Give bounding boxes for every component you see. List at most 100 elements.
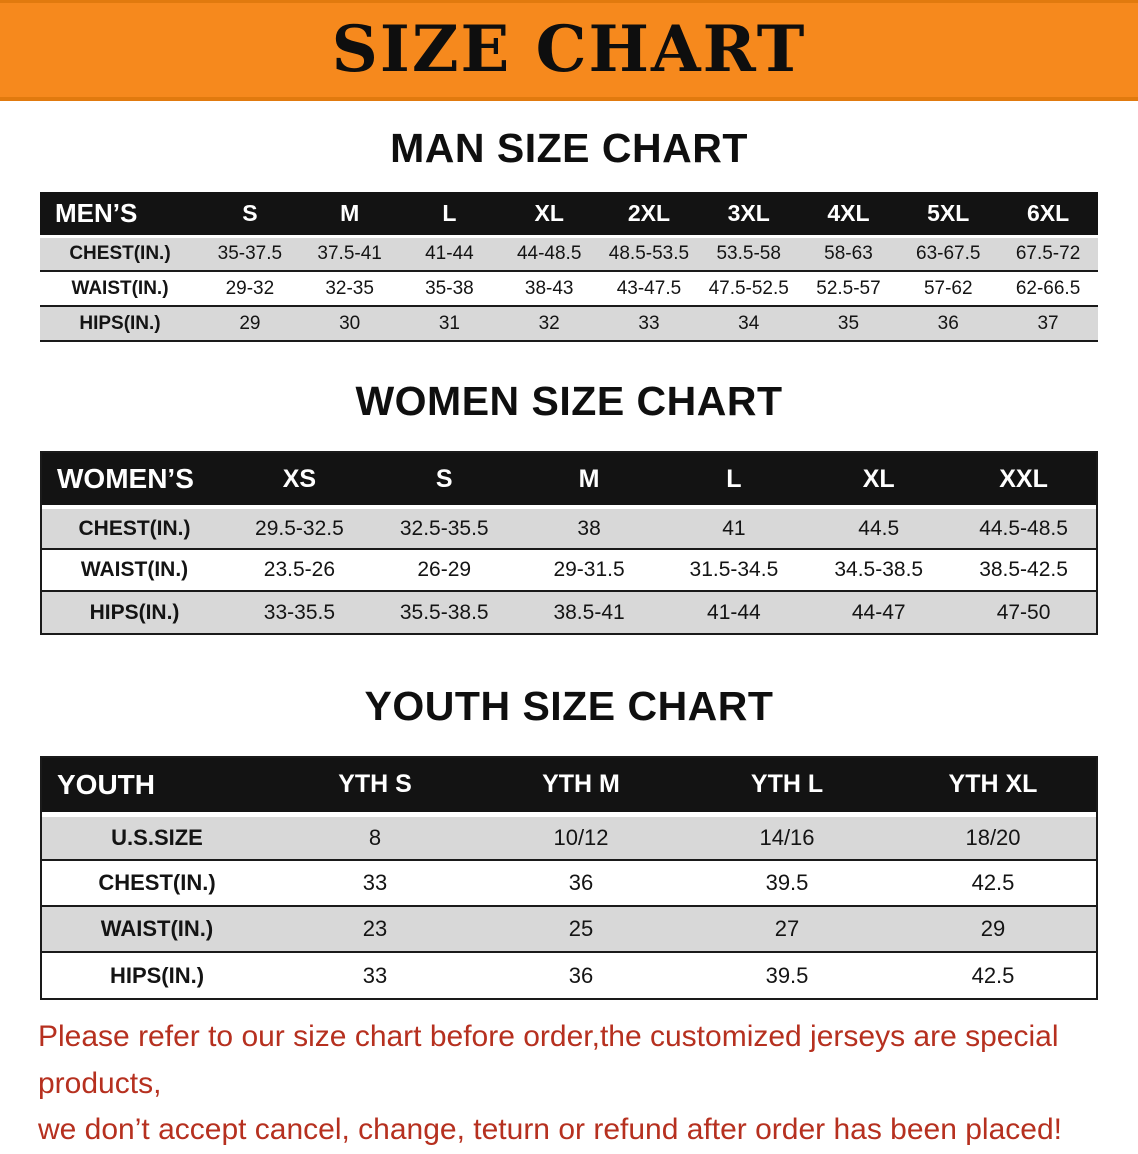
size-cell: 38.5-42.5 — [951, 548, 1096, 591]
size-cell: 44.5-48.5 — [951, 505, 1096, 549]
size-cell: 58-63 — [798, 234, 899, 271]
youth-ussize-row: U.S.SIZE 8 10/12 14/16 18/20 — [42, 811, 1096, 860]
size-cell: 29.5-32.5 — [227, 505, 372, 549]
size-cell: 23 — [272, 905, 478, 952]
size-col-header: YTH M — [478, 758, 684, 814]
youth-table-wrap: YOUTH YTH S YTH M YTH L YTH XL U.S.SIZE … — [40, 756, 1098, 1000]
size-cell: 47-50 — [951, 590, 1096, 633]
size-col-header: YTH L — [684, 758, 890, 814]
men-hips-row: HIPS(IN.) 29 30 31 32 33 34 35 36 37 — [40, 305, 1098, 341]
size-col-header: 2XL — [599, 192, 699, 236]
size-cell: 10/12 — [478, 811, 684, 860]
size-cell: 38.5-41 — [516, 590, 662, 633]
size-cell: 39.5 — [684, 951, 890, 998]
size-col-header: XXL — [951, 453, 1096, 507]
size-cell: 43-47.5 — [599, 270, 699, 306]
size-cell: 29-32 — [200, 270, 300, 306]
row-label: CHEST(IN.) — [42, 859, 272, 906]
size-col-header: M — [299, 192, 400, 236]
page-title: SIZE CHART — [331, 12, 807, 87]
size-cell: 44.5 — [806, 505, 952, 549]
men-section: MAN SIZE CHART MEN’S S M L XL 2XL 3XL 4X… — [0, 125, 1138, 342]
men-header-row: MEN’S S M L XL 2XL 3XL 4XL 5XL 6XL — [40, 192, 1098, 236]
size-cell: 63-67.5 — [898, 234, 999, 271]
size-cell: 38 — [516, 505, 662, 549]
size-cell: 25 — [478, 905, 684, 952]
row-label: WAIST(IN.) — [42, 905, 272, 952]
size-cell: 32-35 — [299, 270, 400, 306]
women-section-heading: WOMEN SIZE CHART — [355, 378, 783, 424]
men-size-table: MEN’S S M L XL 2XL 3XL 4XL 5XL 6XL CHEST — [40, 192, 1098, 342]
size-cell: 52.5-57 — [798, 270, 899, 306]
size-cell: 29-31.5 — [516, 548, 662, 591]
size-col-header: YTH S — [272, 758, 478, 814]
size-cell: 8 — [272, 811, 478, 860]
size-cell: 37 — [998, 305, 1098, 341]
size-cell: 31 — [399, 305, 500, 341]
size-cell: 42.5 — [890, 951, 1096, 998]
size-cell: 33 — [599, 305, 699, 341]
size-cell: 35 — [798, 305, 899, 341]
size-cell: 26-29 — [371, 548, 517, 591]
size-col-header: L — [399, 192, 500, 236]
men-waist-row: WAIST(IN.) 29-32 32-35 35-38 38-43 43-47… — [40, 270, 1098, 306]
size-cell: 41 — [661, 505, 807, 549]
row-label: HIPS(IN.) — [42, 590, 227, 633]
youth-section-heading: YOUTH SIZE CHART — [364, 683, 774, 729]
size-cell: 35-37.5 — [200, 234, 300, 271]
youth-table-label: YOUTH — [42, 758, 272, 814]
size-cell: 36 — [478, 951, 684, 998]
size-cell: 29 — [890, 905, 1096, 952]
size-cell: 27 — [684, 905, 890, 952]
size-cell: 42.5 — [890, 859, 1096, 906]
men-table-label: MEN’S — [40, 192, 200, 236]
size-cell: 36 — [478, 859, 684, 906]
size-cell: 53.5-58 — [698, 234, 799, 271]
row-label: WAIST(IN.) — [42, 548, 227, 591]
size-col-header: 6XL — [998, 192, 1098, 236]
size-cell: 48.5-53.5 — [599, 234, 699, 271]
disclaimer-line-2: we don’t accept cancel, change, teturn o… — [38, 1113, 1062, 1146]
row-label: CHEST(IN.) — [40, 234, 200, 271]
size-cell: 47.5-52.5 — [698, 270, 799, 306]
women-chest-row: CHEST(IN.) 29.5-32.5 32.5-35.5 38 41 44.… — [42, 505, 1096, 549]
size-col-header: 4XL — [798, 192, 899, 236]
size-cell: 57-62 — [898, 270, 999, 306]
size-cell: 18/20 — [890, 811, 1096, 860]
size-col-header: XS — [227, 453, 372, 507]
women-hips-row: HIPS(IN.) 33-35.5 35.5-38.5 38.5-41 41-4… — [42, 590, 1096, 633]
banner: SIZE CHART — [0, 0, 1138, 101]
size-cell: 44-47 — [806, 590, 952, 633]
size-cell: 67.5-72 — [998, 234, 1098, 271]
size-cell: 41-44 — [399, 234, 500, 271]
row-label: CHEST(IN.) — [42, 505, 227, 549]
women-section: WOMEN SIZE CHART WOMEN’S XS S M L XL XXL — [0, 378, 1138, 635]
women-waist-row: WAIST(IN.) 23.5-26 26-29 29-31.5 31.5-34… — [42, 548, 1096, 591]
women-size-table: WOMEN’S XS S M L XL XXL CHEST(IN.) 29.5-… — [42, 453, 1096, 633]
size-cell: 14/16 — [684, 811, 890, 860]
row-label: HIPS(IN.) — [40, 305, 200, 341]
disclaimer-line-1: Please refer to our size chart before or… — [38, 1020, 1059, 1100]
row-label: HIPS(IN.) — [42, 951, 272, 998]
women-header-row: WOMEN’S XS S M L XL XXL — [42, 453, 1096, 507]
size-cell: 34.5-38.5 — [806, 548, 952, 591]
youth-section: YOUTH SIZE CHART YOUTH YTH S YTH M YTH L… — [0, 683, 1138, 1000]
youth-chest-row: CHEST(IN.) 33 36 39.5 42.5 — [42, 859, 1096, 906]
row-label: WAIST(IN.) — [40, 270, 200, 306]
women-table-wrap: WOMEN’S XS S M L XL XXL CHEST(IN.) 29.5-… — [40, 451, 1098, 635]
size-col-header: XL — [806, 453, 952, 507]
size-cell: 37.5-41 — [299, 234, 400, 271]
size-cell: 32.5-35.5 — [371, 505, 517, 549]
size-cell: 23.5-26 — [227, 548, 372, 591]
youth-hips-row: HIPS(IN.) 33 36 39.5 42.5 — [42, 951, 1096, 998]
men-chest-row: CHEST(IN.) 35-37.5 37.5-41 41-44 44-48.5… — [40, 234, 1098, 271]
size-cell: 35-38 — [399, 270, 500, 306]
size-col-header: L — [661, 453, 807, 507]
size-col-header: YTH XL — [890, 758, 1096, 814]
youth-header-row: YOUTH YTH S YTH M YTH L YTH XL — [42, 758, 1096, 814]
size-cell: 30 — [299, 305, 400, 341]
disclaimer: Please refer to our size chart before or… — [38, 1014, 1100, 1154]
size-cell: 32 — [499, 305, 600, 341]
size-col-header: 5XL — [898, 192, 999, 236]
